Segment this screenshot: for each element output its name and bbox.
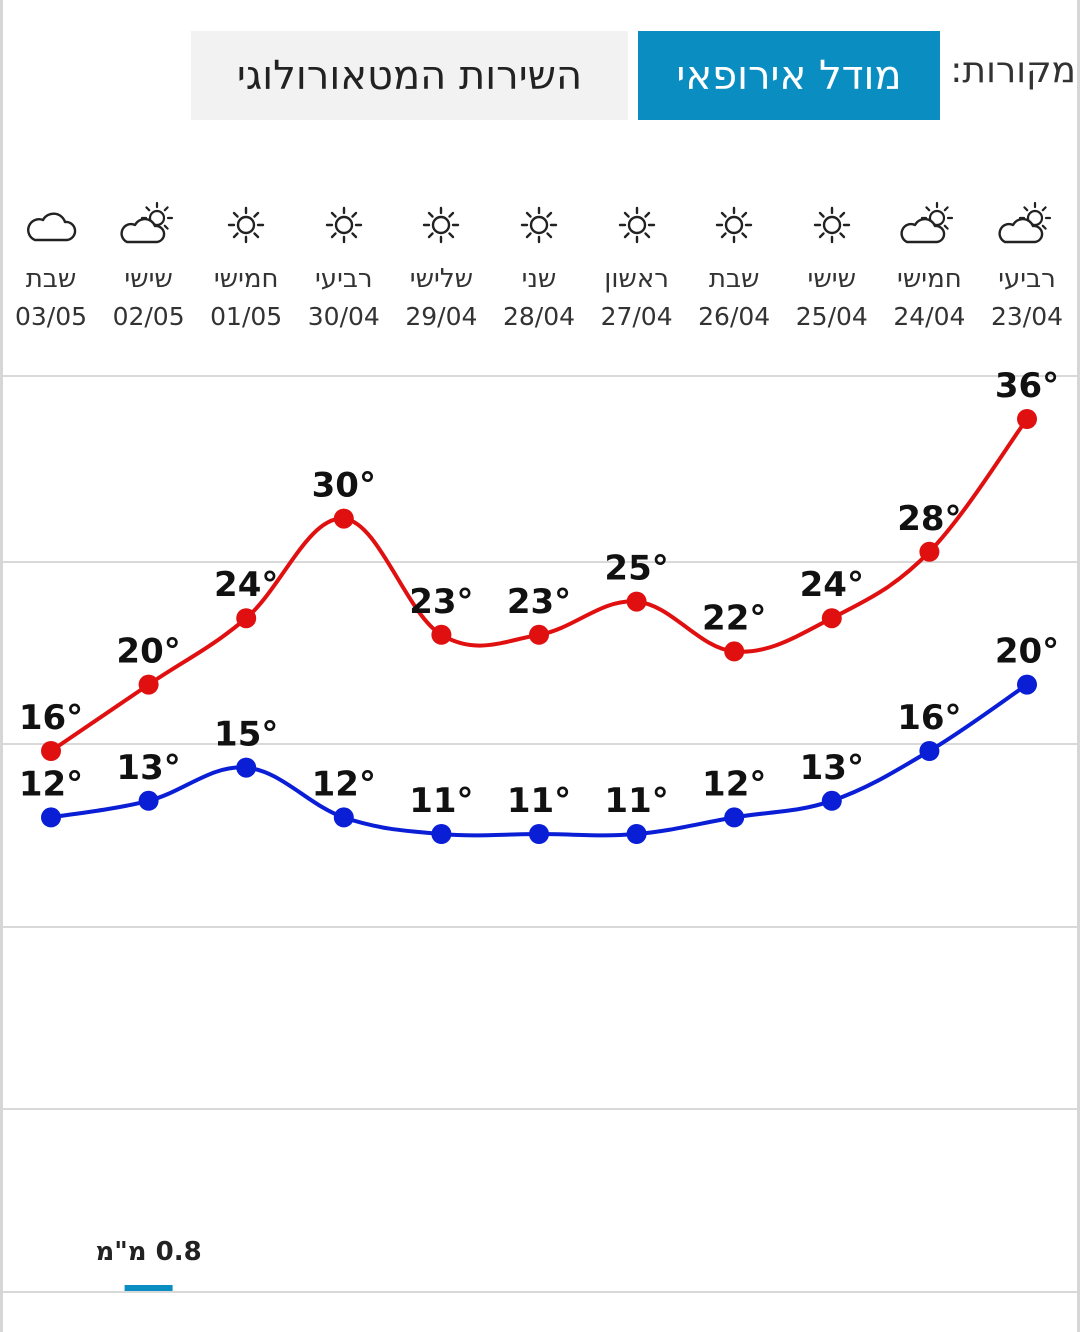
sun-icon — [296, 200, 392, 250]
series-0-label-7: 30° — [312, 466, 376, 506]
series-1-label-10: 12° — [19, 764, 83, 804]
sun-icon — [589, 200, 685, 250]
day-column-5: שני 28/04 — [491, 200, 587, 350]
series-1-label-5: 11° — [507, 781, 571, 821]
series-1-point-9 — [138, 790, 159, 811]
day-date: 28/04 — [502, 302, 576, 331]
series-1-point-4 — [626, 824, 647, 844]
day-name: שישי — [124, 264, 173, 294]
partly-cloudy-icon — [101, 200, 197, 250]
sun-icon — [393, 200, 489, 250]
day-name: שישי — [807, 264, 857, 294]
series-1-label-8: 15° — [214, 715, 278, 755]
series-1-point-3 — [724, 807, 745, 828]
day-date: 27/04 — [600, 302, 673, 331]
day-column-6: שלישי 29/04 — [393, 200, 489, 350]
series-0-point-3 — [724, 641, 745, 662]
series-0-label-6: 23° — [409, 582, 473, 622]
series-0-label-5: 23° — [507, 582, 571, 622]
frame-left-border — [0, 0, 3, 1332]
day-date: 01/05 — [210, 302, 283, 331]
day-column-4: ראשון 27/04 — [589, 200, 685, 350]
series-0-label-3: 22° — [702, 598, 766, 638]
series-0-point-0 — [1017, 409, 1037, 429]
partly-cloudy-icon — [979, 200, 1075, 250]
series-1-point-2 — [821, 790, 842, 811]
day-date: 25/04 — [795, 302, 868, 331]
series-0-label-9: 20° — [116, 632, 180, 672]
series-1-label-1: 16° — [897, 698, 961, 738]
series-0-label-0: 36° — [995, 366, 1059, 406]
series-1-point-5 — [529, 824, 549, 844]
sun-icon — [491, 200, 587, 250]
day-column-0: רביעי 23/04 — [979, 200, 1075, 350]
day-name: חמישי — [897, 264, 962, 294]
day-date: 26/04 — [698, 302, 771, 331]
sun-icon — [784, 200, 880, 250]
day-column-1: חמישי 24/04 — [881, 200, 977, 350]
series-1-label-7: 12° — [312, 764, 376, 804]
series-0-label-8: 24° — [214, 565, 278, 605]
day-date: 29/04 — [405, 302, 478, 331]
series-1-label-9: 13° — [116, 748, 180, 788]
sun-icon — [686, 200, 782, 250]
day-column-9: שישי 02/05 — [101, 200, 197, 350]
day-date: 23/04 — [990, 302, 1064, 331]
day-name: שני — [521, 264, 557, 294]
frame-right-border — [1077, 0, 1080, 1332]
series-1-point-6 — [431, 824, 452, 844]
series-0-point-9 — [138, 674, 159, 695]
day-date: 03/05 — [14, 302, 88, 331]
series-0-point-1 — [919, 541, 940, 562]
cloud-icon — [3, 200, 99, 250]
day-column-3: שבת 26/04 — [686, 200, 782, 350]
day-column-10: שבת 03/05 — [3, 200, 99, 350]
series-1-label-6: 11° — [409, 781, 473, 821]
series-0-label-1: 28° — [897, 499, 961, 539]
european-model-tab[interactable]: מודל אירופאי — [638, 31, 940, 120]
day-name: רביעי — [998, 264, 1056, 294]
day-name: חמישי — [213, 264, 279, 294]
sun-icon — [198, 200, 294, 250]
precipitation-label: 0.8 מ"מ — [95, 1237, 201, 1267]
sources-label: מקורות: — [950, 50, 1076, 91]
day-column-2: שישי 25/04 — [784, 200, 880, 350]
precipitation-bar — [124, 1285, 173, 1291]
series-1-label-3: 12° — [702, 764, 766, 804]
day-column-7: רביעי 30/04 — [296, 200, 392, 350]
series-0-point-7 — [333, 508, 354, 529]
day-name: ראשון — [604, 264, 669, 294]
series-1-point-7 — [333, 807, 354, 828]
day-date: 02/05 — [112, 302, 185, 331]
series-0-point-2 — [821, 608, 842, 629]
series-0-point-6 — [431, 624, 452, 645]
day-name: שבת — [25, 264, 77, 294]
series-1-point-8 — [236, 757, 257, 778]
series-0-point-5 — [529, 624, 549, 645]
day-date: 24/04 — [893, 302, 966, 331]
series-1-point-1 — [919, 741, 940, 761]
series-1-point-0 — [1017, 674, 1037, 695]
day-name: רביעי — [314, 264, 373, 294]
series-0-point-10 — [41, 741, 61, 761]
day-name: שבת — [708, 264, 760, 294]
day-date: 30/04 — [307, 302, 380, 331]
partly-cloudy-icon — [881, 200, 977, 250]
series-0-label-4: 25° — [604, 549, 668, 589]
series-1-label-0: 20° — [995, 632, 1059, 672]
series-1-label-2: 13° — [800, 748, 864, 788]
meteorological-service-tab[interactable]: השירות המטאורולוגי — [191, 31, 628, 120]
series-0-point-8 — [236, 608, 257, 629]
day-name: שלישי — [409, 264, 474, 294]
series-0-point-4 — [626, 591, 647, 612]
series-0-label-2: 24° — [800, 565, 864, 605]
series-1-point-10 — [41, 807, 61, 828]
series-0-label-10: 16° — [19, 698, 83, 738]
series-1-label-4: 11° — [604, 781, 668, 821]
day-column-8: חמישי 01/05 — [198, 200, 294, 350]
